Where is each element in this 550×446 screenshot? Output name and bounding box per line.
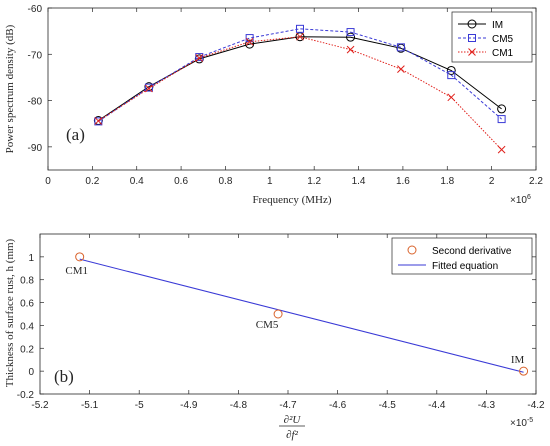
data-point-cm1	[296, 32, 304, 41]
data-point-cm1	[145, 84, 153, 93]
data-point-cm1	[195, 54, 204, 62]
data-point-cm5	[144, 83, 153, 92]
data-point-im	[519, 366, 529, 376]
data-point-cm1	[75, 252, 85, 262]
legend-marker-cm5	[468, 34, 476, 42]
y-tick-label-b: 0.4	[20, 321, 34, 332]
x-tick-label-b: -4.6	[329, 400, 347, 411]
x-tick-label-a: 1	[267, 176, 273, 187]
legend-label-cm1: CM1	[492, 48, 514, 59]
data-point-cm5	[195, 53, 204, 62]
panel-label-b: (b)	[54, 367, 74, 386]
fitted-line	[79, 258, 524, 373]
data-point-cm1	[94, 117, 103, 125]
y-tick-label-a: -80	[28, 97, 43, 108]
series-line-cm5	[98, 28, 502, 122]
y-tick-label-b: 0.6	[20, 299, 34, 310]
y-tick-label-b: 1	[28, 253, 34, 264]
data-point-im	[497, 104, 507, 114]
x-exponent-a: ×106	[510, 194, 531, 206]
x-tick-label-b: -4.4	[428, 400, 446, 411]
y-tick-label-b: 0	[28, 367, 34, 378]
data-point-im	[346, 32, 356, 42]
x-tick-label-a: 2.2	[529, 176, 543, 187]
data-point-im	[446, 65, 456, 75]
chart-b: -5.2 -5.1 -5 -4.9 -4.8 -4.7 -4.6 -4.5 -4.4 -4.3 -4…	[4, 233, 545, 441]
data-point-cm1	[397, 65, 405, 73]
x-axis-label-a: Frequency (MHz)	[252, 194, 331, 206]
x-tick-label-a: 1.8	[440, 176, 454, 187]
series-b: CM1 CM5 IM	[65, 252, 529, 376]
x-tick-label-b: -5.1	[81, 400, 99, 411]
data-point-cm5	[346, 28, 355, 37]
data-point-cm5	[497, 115, 506, 124]
x-tick-label-a: 1.2	[307, 176, 321, 187]
point-label-im: IM	[511, 354, 525, 366]
ticks-a: 0 0.2 0.4 0.6 0.8 1 1.2 1.4 1.6 1.8 2 2.2 -60 -70 -80 -…	[28, 4, 544, 187]
data-point-cm5	[273, 309, 283, 319]
series-a	[93, 24, 507, 154]
x-tick-label-b: -4.3	[478, 400, 496, 411]
y-tick-label-a: -70	[28, 50, 43, 61]
x-tick-label-a: 0.2	[85, 176, 99, 187]
x-tick-label-a: 0.4	[130, 176, 144, 187]
x-exponent-b-base: ×10	[510, 418, 527, 429]
x-tick-label-b: -5.2	[31, 400, 49, 411]
x-tick-label-a: 0	[45, 176, 51, 187]
chart-a: 0 0.2 0.4 0.6 0.8 1 1.2 1.4 1.6 1.8 2 2.2 -60 -70 -80 -…	[4, 4, 543, 206]
point-label-cm1: CM1	[65, 265, 88, 277]
x-tick-label-b: -4.9	[180, 400, 198, 411]
x-tick-label-a: 1.4	[352, 176, 366, 187]
x-exponent-b: ×10-5	[510, 417, 533, 429]
data-point-cm1	[447, 93, 456, 102]
x-axis-label-b: ∂²U ∂f²	[279, 414, 305, 441]
x-tick-label-a: 0.8	[219, 176, 233, 187]
data-point-cm5	[447, 71, 456, 80]
legend-marker-second-derivative	[407, 245, 417, 255]
x-tick-label-a: 0.6	[174, 176, 188, 187]
data-point-cm1	[346, 45, 355, 54]
y-axis-label-b: Thickness of surface rust, h (mm)	[4, 238, 16, 387]
legend-a: IM CM5 CM1	[451, 11, 533, 63]
data-point-im	[245, 39, 255, 49]
data-point-cm1	[245, 37, 254, 46]
y-axis-label-a: Power spectrum density (dB)	[4, 24, 16, 153]
data-point-cm1	[497, 145, 506, 154]
ticks-b: -5.2 -5.1 -5 -4.9 -4.8 -4.7 -4.6 -4.5 -4.4 -4.3 -4…	[17, 234, 545, 411]
data-point-cm5	[396, 43, 405, 52]
x-axis-label-b-denominator: ∂f²	[286, 429, 298, 441]
data-point-cm5	[94, 117, 103, 126]
y-tick-label-a: -60	[28, 4, 43, 15]
x-axis-label-b-numerator: ∂²U	[284, 414, 302, 426]
series-cm1	[94, 32, 506, 154]
legend-label-im: IM	[492, 20, 503, 31]
data-point-cm5	[295, 24, 304, 33]
legend-marker-im	[467, 19, 477, 29]
x-exponent-b-power: -5	[527, 417, 533, 424]
point-label-cm5: CM5	[256, 319, 279, 331]
y-tick-label-b: -0.2	[17, 390, 35, 401]
x-exponent-a-power: 6	[527, 194, 531, 201]
legend-marker-cm1	[468, 48, 476, 56]
x-exponent-a-base: ×10	[510, 195, 527, 206]
x-tick-label-b: -4.2	[527, 400, 545, 411]
y-tick-label-b: 0.8	[20, 276, 34, 287]
x-tick-label-a: 1.6	[396, 176, 410, 187]
panel-label-a: (a)	[66, 125, 85, 144]
x-tick-label-b: -4.8	[230, 400, 248, 411]
legend-label-cm5: CM5	[492, 34, 514, 45]
legend-b: Second derivative Fitted equation	[391, 237, 533, 275]
y-tick-label-a: -90	[28, 143, 43, 154]
legend-box-a	[451, 11, 533, 63]
x-tick-label-b: -5	[135, 400, 144, 411]
legend-label-fitted-equation: Fitted equation	[432, 261, 498, 272]
x-tick-label-a: 2	[489, 176, 495, 187]
y-tick-label-b: 0.2	[20, 344, 34, 355]
x-tick-label-b: -4.5	[379, 400, 397, 411]
legend-box-b	[391, 237, 533, 275]
x-tick-label-b: -4.7	[279, 400, 297, 411]
legend-label-second-derivative: Second derivative	[432, 246, 512, 257]
